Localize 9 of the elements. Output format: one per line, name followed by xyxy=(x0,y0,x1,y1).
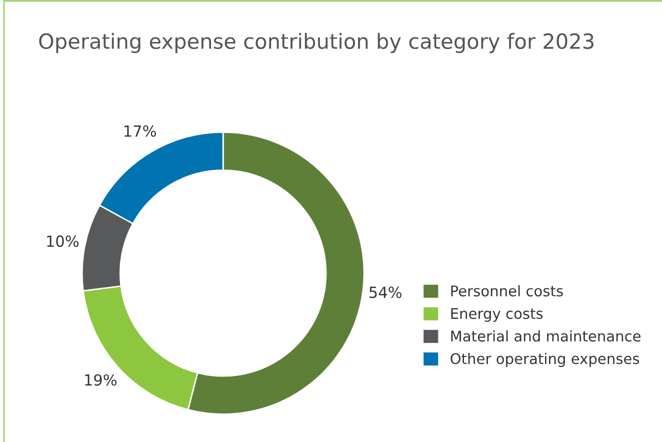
data-label: 54% xyxy=(370,286,402,298)
data-label: 17% xyxy=(124,125,156,137)
data-label: 19% xyxy=(85,374,117,386)
legend-label: Energy costs xyxy=(451,308,543,322)
data-label: 10% xyxy=(47,235,79,247)
chart-title: Operating expense contribution by category for 2023 xyxy=(39,32,594,54)
legend-label: Personnel costs xyxy=(451,285,563,296)
legend-label: Material and maintenance xyxy=(451,330,641,342)
legend-label: Other operating expenses xyxy=(450,352,640,367)
